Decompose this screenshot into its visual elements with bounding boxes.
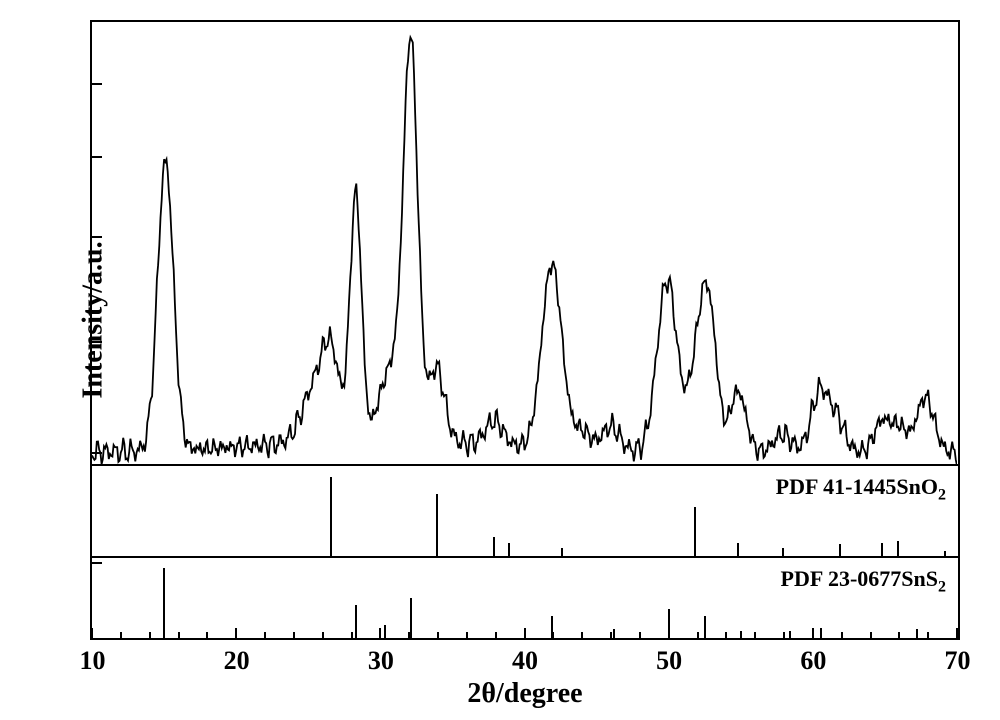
x-tick-label: 50 [656,646,682,676]
x-tick-label: 30 [368,646,394,676]
x-tick-label: 70 [945,646,971,676]
x-tick-label: 60 [800,646,826,676]
plot-area: PDF 41-1445SnO2PDF 23-0677SnS2 [90,20,960,640]
xrd-curve-path [92,37,957,465]
x-tick-label: 10 [80,646,106,676]
xrd-chart: Intensity/a.u. 2θ/degree PDF 41-1445SnO2… [0,0,1000,720]
xrd-pattern-curve [92,22,957,637]
x-axis-label: 2θ/degree [90,678,960,710]
x-tick-label: 40 [512,646,538,676]
x-tick-label: 20 [224,646,250,676]
